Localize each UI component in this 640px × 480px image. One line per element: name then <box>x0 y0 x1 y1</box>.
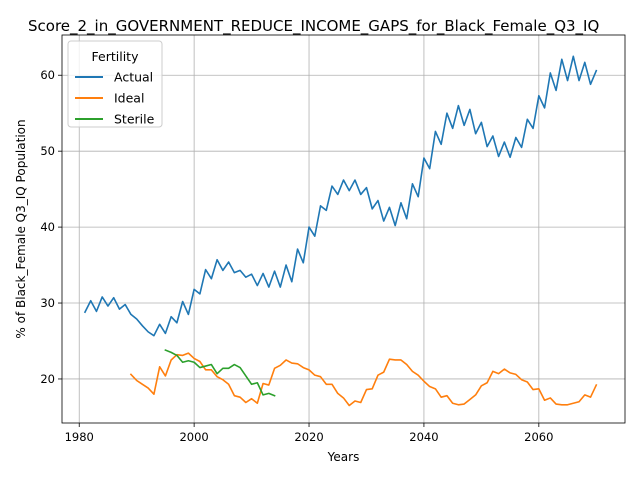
legend-label-actual: Actual <box>114 70 153 85</box>
x-tick-label: 2020 <box>294 430 323 444</box>
x-tick-label: 1980 <box>65 430 94 444</box>
legend-label-ideal: Ideal <box>114 91 144 106</box>
x-axis-label: Years <box>327 450 360 464</box>
x-tick-label: 2000 <box>179 430 208 444</box>
x-tick-label: 2060 <box>524 430 553 444</box>
legend-title: Fertility <box>92 49 140 64</box>
y-tick-label: 40 <box>40 220 55 234</box>
y-tick-label: 20 <box>40 372 55 386</box>
x-tick-label: 2040 <box>409 430 438 444</box>
y-tick-label: 60 <box>40 68 55 82</box>
y-tick-label: 30 <box>40 296 55 310</box>
y-axis-label: % of Black_Female Q3_IQ Population <box>14 119 28 338</box>
legend-label-sterile: Sterile <box>114 112 155 127</box>
y-tick-label: 50 <box>40 144 55 158</box>
legend: Fertility Actual Ideal Sterile <box>68 41 162 127</box>
chart-title: Score_2_in_GOVERNMENT_REDUCE_INCOME_GAPS… <box>28 17 599 36</box>
